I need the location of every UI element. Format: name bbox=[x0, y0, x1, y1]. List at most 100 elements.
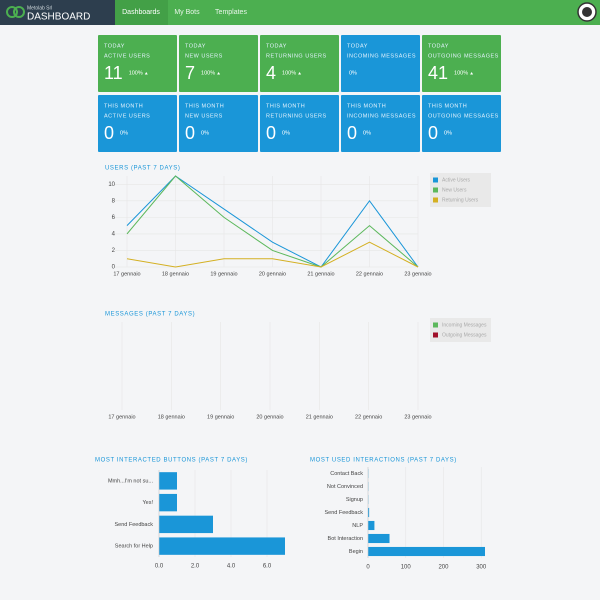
logo-area bbox=[0, 0, 115, 25]
chart-title: MOST INTERACTED BUTTONS (PAST 7 DAYS) bbox=[95, 458, 248, 464]
trend-arrow bbox=[144, 72, 148, 75]
card-percent: 0% bbox=[282, 130, 290, 136]
x-tick-label: 17 gennaio bbox=[113, 271, 140, 277]
x-tick-label: 22 gennaio bbox=[356, 271, 383, 277]
card-value: 4 bbox=[266, 63, 276, 83]
active-tab[interactable] bbox=[115, 0, 168, 25]
x-tick-label: 20 gennaio bbox=[259, 271, 286, 277]
card-period: TODAY bbox=[266, 43, 287, 49]
trend-arrow bbox=[217, 72, 221, 75]
bar bbox=[159, 472, 177, 490]
card-period: THIS MONTH bbox=[266, 103, 305, 109]
card-value: 11 bbox=[104, 63, 123, 83]
bar bbox=[159, 537, 285, 555]
x-tick-label: 19 gennaio bbox=[210, 271, 237, 277]
card-value: 41 bbox=[428, 63, 448, 83]
card-percent: 100% bbox=[129, 70, 143, 76]
stat-card bbox=[422, 95, 501, 152]
card-metric: ACTIVE USERS bbox=[104, 53, 150, 59]
y-tick-label: Search for Help bbox=[115, 544, 153, 550]
card-period: TODAY bbox=[104, 43, 125, 49]
card-metric: OUTGOING MESSAGES bbox=[428, 113, 499, 119]
stat-card bbox=[98, 35, 177, 92]
card-metric: INCOMING MESSAGES bbox=[347, 113, 416, 119]
y-tick-label: Not Convinced bbox=[327, 484, 363, 490]
y-tick-label: 8 bbox=[112, 198, 116, 204]
bar bbox=[368, 507, 370, 518]
legend-swatch bbox=[433, 177, 438, 183]
x-tick-label: 200 bbox=[438, 565, 449, 571]
card-value: 0 bbox=[185, 123, 195, 143]
card-metric: INCOMING MESSAGES bbox=[347, 53, 416, 59]
stat-card bbox=[422, 35, 501, 92]
chart-title: MOST USED INTERACTIONS (PAST 7 DAYS) bbox=[310, 458, 457, 464]
legend-swatch bbox=[433, 332, 438, 338]
legend-swatch bbox=[433, 187, 438, 193]
legend-label: Returning Users bbox=[442, 197, 479, 203]
bar bbox=[368, 546, 485, 557]
x-tick-label: 23 gennaio bbox=[404, 271, 431, 277]
card-period: THIS MONTH bbox=[104, 103, 143, 109]
y-tick-label: Begin bbox=[349, 549, 363, 555]
company: Metolab Srl bbox=[27, 5, 52, 11]
y-tick-label: NLP bbox=[352, 523, 363, 529]
avatar-icon bbox=[582, 7, 592, 17]
card-metric: NEW USERS bbox=[185, 113, 223, 119]
x-tick-label: 300 bbox=[476, 565, 487, 571]
card-percent: 100% bbox=[454, 70, 468, 76]
trend-arrow bbox=[298, 72, 302, 75]
card-value: 0 bbox=[347, 123, 357, 143]
chart-title: USERS (PAST 7 DAYS) bbox=[105, 166, 180, 172]
x-tick-label: 21 gennaio bbox=[307, 271, 334, 277]
card-period: TODAY bbox=[185, 43, 206, 49]
x-tick-label: 0 bbox=[366, 565, 370, 571]
x-tick-label: 21 gennaio bbox=[306, 414, 333, 420]
x-tick-label: 0.0 bbox=[155, 564, 164, 570]
stat-card bbox=[260, 35, 339, 92]
y-tick-label: Contact Back bbox=[330, 471, 363, 477]
x-tick-label: 19 gennaio bbox=[207, 414, 234, 420]
stat-card bbox=[179, 95, 258, 152]
y-tick-label: Signup bbox=[346, 497, 363, 503]
x-tick-label: 100 bbox=[401, 565, 412, 571]
y-tick-label: 10 bbox=[108, 182, 115, 188]
card-period: TODAY bbox=[428, 43, 449, 49]
bar bbox=[159, 493, 177, 512]
card-value: 7 bbox=[185, 63, 195, 83]
legend bbox=[430, 318, 491, 342]
card-metric: NEW USERS bbox=[185, 53, 223, 59]
app-title: DASHBOARD bbox=[27, 12, 90, 23]
x-tick-label: 18 gennaio bbox=[162, 271, 189, 277]
card-value: 0 bbox=[428, 123, 438, 143]
bar bbox=[159, 515, 213, 534]
card-period: TODAY bbox=[347, 43, 368, 49]
card-percent: 100% bbox=[282, 70, 296, 76]
card-percent: 0% bbox=[363, 130, 371, 136]
card-percent: 0% bbox=[349, 70, 357, 76]
logo-ring bbox=[6, 6, 18, 18]
y-tick-label: 4 bbox=[112, 231, 116, 237]
x-tick-label: 20 gennaio bbox=[256, 414, 283, 420]
x-tick-label: 17 gennaio bbox=[108, 414, 135, 420]
legend-label: Active Users bbox=[442, 177, 471, 183]
legend-swatch bbox=[433, 322, 438, 328]
card-period: THIS MONTH bbox=[428, 103, 467, 109]
legend-label: Outgoing Messages bbox=[442, 332, 487, 338]
stat-card bbox=[260, 95, 339, 152]
nav-item[interactable]: Dashboards bbox=[122, 9, 160, 16]
card-period: THIS MONTH bbox=[347, 103, 386, 109]
series-line bbox=[126, 175, 419, 268]
card-period: THIS MONTH bbox=[185, 103, 224, 109]
y-tick-label: 6 bbox=[112, 215, 116, 221]
card-percent: 100% bbox=[201, 70, 215, 76]
y-tick-label: 2 bbox=[112, 248, 116, 254]
y-tick-label: Send Feedback bbox=[114, 522, 153, 528]
card-percent: 0% bbox=[120, 130, 128, 136]
stat-card bbox=[179, 35, 258, 92]
x-tick-label: 22 gennaio bbox=[355, 414, 382, 420]
nav-item[interactable]: My Bots bbox=[174, 9, 200, 16]
stat-card bbox=[98, 95, 177, 152]
nav-item[interactable]: Templates bbox=[215, 9, 247, 16]
